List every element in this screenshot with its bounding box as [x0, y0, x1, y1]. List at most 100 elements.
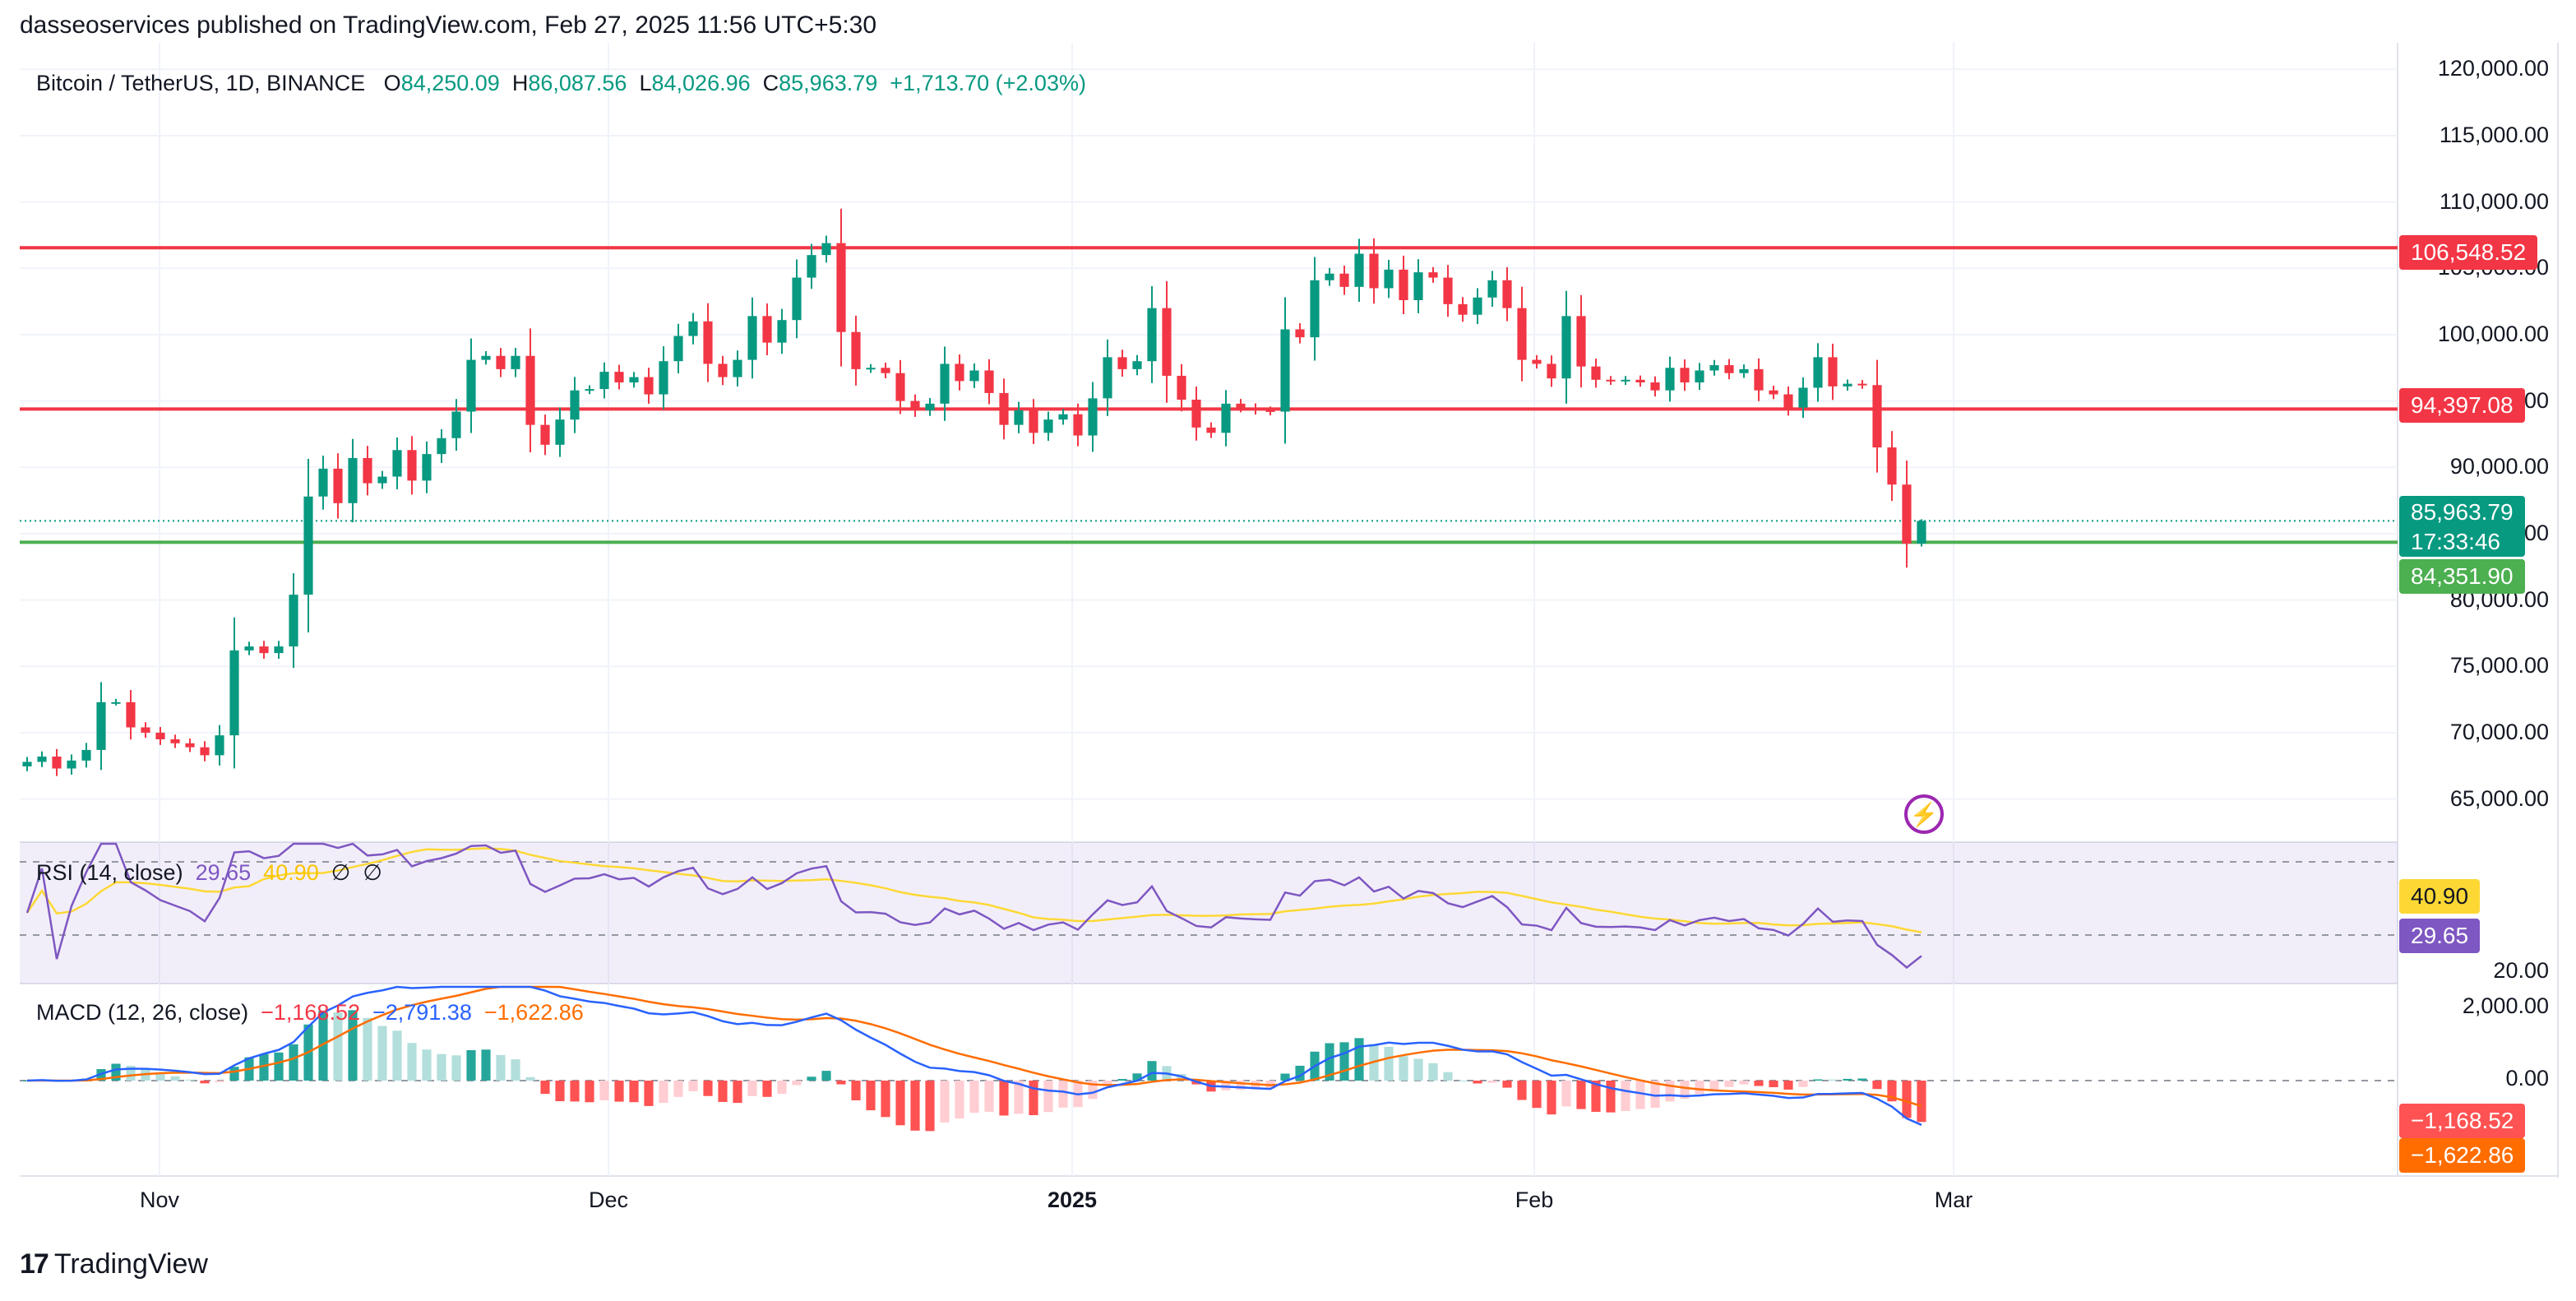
price-tick-label: 100,000.00 [2437, 321, 2549, 346]
macd-histogram-bar [170, 1076, 180, 1081]
candle-body [451, 411, 461, 438]
candle-body [363, 457, 372, 484]
candle-body [1088, 398, 1098, 436]
lightning-icon[interactable]: ⚡ [1904, 794, 1944, 834]
macd-histogram-bar [1532, 1081, 1542, 1109]
candle-body [718, 363, 728, 377]
close-value: 85,963.79 [779, 71, 878, 95]
macd-histogram-bar [629, 1081, 639, 1103]
candle-body [318, 468, 328, 497]
candle-body [555, 419, 565, 445]
macd-histogram-bar [1221, 1081, 1231, 1090]
macd-histogram-bar [733, 1081, 742, 1104]
macd-legend: MACD (12, 26, close) −1,168.52 −2,791.38… [36, 1000, 584, 1026]
macd-histogram-bar [895, 1081, 905, 1126]
candle-body [1650, 382, 1660, 391]
macd-histogram-bar [1058, 1081, 1068, 1108]
candle-body [659, 361, 668, 395]
macd-histogram-bar [999, 1081, 1009, 1116]
rsi-extra-2: ∅ [363, 860, 382, 885]
candle-body [733, 359, 742, 377]
candle-body [259, 646, 269, 654]
candle-body [1206, 427, 1216, 433]
open-value: 84,250.09 [400, 71, 500, 95]
macd-histogram-bar [1813, 1079, 1823, 1081]
rsi-value: 29.65 [195, 860, 252, 885]
candle-body [1221, 403, 1231, 433]
macd-histogram-bar [289, 1044, 298, 1081]
macd-histogram-bar [1561, 1081, 1571, 1107]
macd-signal-badge: −1,622.86 [2399, 1138, 2526, 1173]
bar-countdown: 17:33:46 [2411, 529, 2500, 554]
macd-name: MACD (12, 26, close) [36, 1000, 249, 1025]
candle-body [1783, 394, 1793, 408]
macd-histogram-bar [1665, 1081, 1675, 1102]
symbol-legend: Bitcoin / TetherUS, 1D, BINANCE O84,250.… [36, 71, 1086, 96]
candle-body [1813, 357, 1823, 388]
macd-histogram-bar [1384, 1046, 1394, 1081]
macd-histogram-bar [1236, 1081, 1246, 1090]
candle-body [37, 756, 47, 762]
macd-histogram-bar [1843, 1078, 1852, 1081]
price-tick-label: 70,000.00 [2449, 719, 2549, 744]
macd-histogram-bar [1783, 1081, 1793, 1090]
x-label-nov: Nov [139, 1188, 180, 1212]
macd-histogram-bar [318, 1011, 328, 1081]
candle-body [155, 732, 165, 739]
macd-histogram-bar [1606, 1081, 1616, 1113]
candle-body [1887, 447, 1897, 485]
macd-signal-line [26, 985, 1922, 1108]
candle-body [851, 331, 861, 369]
last-price: 85,963.79 [2411, 499, 2514, 525]
macd-histogram-bar [836, 1081, 846, 1085]
candle-body [629, 377, 639, 383]
candle-body [348, 457, 358, 503]
rsi-extra-1: ∅ [331, 860, 351, 885]
rsi-ma-badge: 40.90 [2399, 879, 2481, 914]
macd-histogram-bar [1014, 1081, 1024, 1114]
candle-body [1280, 329, 1290, 412]
macd-histogram-bar [1635, 1081, 1645, 1109]
macd-histogram-bar [525, 1076, 535, 1081]
candle-body [215, 735, 224, 756]
candle-body [126, 701, 136, 728]
rsi-ma-line [25, 847, 1922, 933]
macd-histogram-bar [570, 1081, 580, 1102]
candle-body [1769, 390, 1778, 395]
candle-body [1265, 410, 1275, 412]
candle-body [1043, 419, 1053, 433]
candle-body [1843, 383, 1852, 387]
macd-histogram-bar [1325, 1043, 1334, 1081]
candle-body [1058, 414, 1068, 420]
candle-body [984, 370, 994, 393]
macd-hist-value: −1,168.52 [261, 1000, 360, 1025]
candle-body [111, 701, 121, 704]
candle-body [925, 403, 935, 410]
candle-body [1754, 368, 1764, 391]
macd-histogram-bar [1828, 1079, 1838, 1081]
macd-histogram-bar [1280, 1073, 1290, 1081]
candle-body [614, 372, 624, 383]
rsi-axis-tick: 20.00 [2493, 958, 2549, 983]
candle-body [1902, 484, 1912, 544]
candle-body [1251, 407, 1260, 410]
macd-axis-tick-top: 2,000.00 [2462, 993, 2549, 1018]
macd-histogram-bar [1872, 1081, 1882, 1090]
macd-histogram-bar [688, 1081, 698, 1091]
macd-histogram-bar [1413, 1058, 1423, 1081]
x-label-mar: Mar [1934, 1188, 1973, 1212]
high-value: 86,087.56 [528, 71, 627, 95]
candle-body [940, 363, 950, 404]
candle-body [481, 355, 491, 360]
candle-body [1857, 383, 1867, 386]
candle-body [96, 701, 106, 750]
candle-body [1828, 357, 1838, 387]
candle-body [1606, 379, 1616, 382]
macd-histogram-bar [1428, 1063, 1438, 1081]
candle-body [1413, 272, 1423, 300]
macd-histogram-bar [940, 1081, 950, 1123]
candle-body [422, 454, 432, 481]
candle-body [807, 255, 816, 278]
candle-body [1680, 368, 1690, 383]
